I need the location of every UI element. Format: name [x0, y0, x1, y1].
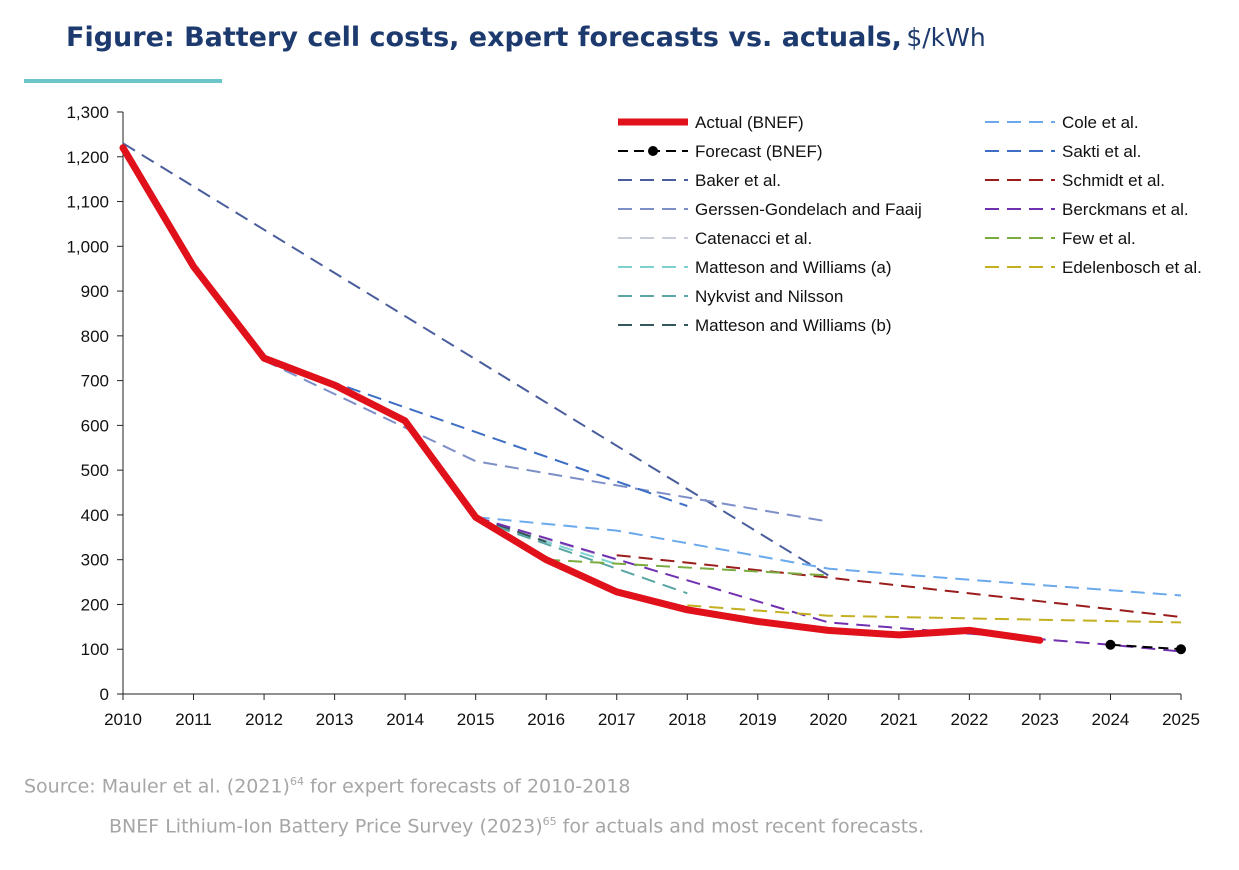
series-line-edelenbosch-et-al	[687, 604, 1182, 624]
source-note-1-text: Source: Mauler et al. (2021)	[24, 775, 290, 798]
x-tick-label: 2020	[809, 710, 847, 729]
legend-label-actual-bnef: Actual (BNEF)	[695, 113, 804, 132]
series-line-forecast-bnef	[1110, 643, 1182, 651]
x-tick-label: 2022	[950, 710, 988, 729]
y-tick-label: 700	[81, 372, 109, 391]
series-line-few-et-al	[546, 558, 829, 577]
y-tick-label: 900	[81, 282, 109, 301]
legend-label-schmidt-et-al: Schmidt et al.	[1062, 171, 1165, 190]
y-tick-label: 500	[81, 461, 109, 480]
y-tick-label: 1,000	[66, 237, 109, 256]
legend-label-sakti-et-al: Sakti et al.	[1062, 142, 1141, 161]
figure-title-unit: $/kWh	[906, 23, 986, 52]
figure-title-main: Figure: Battery cell costs, expert forec…	[66, 22, 902, 53]
x-tick-label: 2025	[1162, 710, 1200, 729]
y-tick-label: 300	[81, 551, 109, 570]
legend-label-matteson-and-williams-a: Matteson and Williams (a)	[695, 258, 892, 277]
legend-marker-forecast-bnef	[648, 146, 658, 156]
y-tick-label: 600	[81, 416, 109, 435]
source-note-2-tail: for actuals and most recent forecasts.	[556, 815, 925, 838]
x-tick-label: 2015	[457, 710, 495, 729]
source-note-1: Source: Mauler et al. (2021)64 for exper…	[24, 775, 631, 797]
series-line-gerssen-gondelach-and-faaij	[263, 359, 829, 523]
legend-label-edelenbosch-et-al: Edelenbosch et al.	[1062, 258, 1202, 277]
x-tick-label: 2024	[1092, 710, 1130, 729]
legend-label-nykvist-and-nilsson: Nykvist and Nilsson	[695, 287, 843, 306]
legend-label-few-et-al: Few et al.	[1062, 229, 1136, 248]
x-tick-label: 2010	[104, 710, 142, 729]
legend-label-baker-et-al: Baker et al.	[695, 171, 781, 190]
y-tick-label: 1,100	[66, 193, 109, 212]
x-tick-label: 2013	[316, 710, 354, 729]
source-note-2: BNEF Lithium-Ion Battery Price Survey (2…	[109, 815, 924, 837]
series-point-forecast-bnef	[1176, 644, 1186, 655]
legend-label-matteson-and-williams-b: Matteson and Williams (b)	[695, 316, 892, 335]
x-tick-label: 2021	[880, 710, 918, 729]
source-note-2-text: BNEF Lithium-Ion Battery Price Survey (2…	[109, 815, 543, 838]
series-point-forecast-bnef	[1105, 639, 1116, 650]
x-tick-label: 2014	[386, 710, 424, 729]
y-tick-label: 200	[81, 595, 109, 614]
series-line-actual-bnef	[119, 144, 1044, 644]
figure-title: Figure: Battery cell costs, expert forec…	[66, 22, 986, 53]
y-tick-label: 0	[100, 685, 109, 704]
legend-label-forecast-bnef: Forecast (BNEF)	[695, 142, 823, 161]
series-line-cole-et-al	[475, 516, 1182, 597]
legend-label-gerssen-gondelach-and-faaij: Gerssen-Gondelach and Faaij	[695, 200, 922, 219]
legend-label-cole-et-al: Cole et al.	[1062, 113, 1139, 132]
x-tick-label: 2023	[1021, 710, 1059, 729]
series-line-nykvist-and-nilsson	[475, 518, 688, 595]
source-note-2-ref: 65	[542, 815, 557, 828]
x-tick-label: 2012	[245, 710, 283, 729]
source-note-1-tail: for expert forecasts of 2010-2018	[303, 775, 631, 798]
y-tick-label: 100	[81, 640, 109, 659]
y-tick-label: 1,300	[66, 103, 109, 122]
x-tick-label: 2018	[668, 710, 706, 729]
x-tick-label: 2019	[739, 710, 777, 729]
x-tick-label: 2011	[175, 710, 212, 729]
source-note-1-ref: 64	[289, 775, 304, 788]
legend-label-catenacci-et-al: Catenacci et al.	[695, 229, 812, 248]
y-tick-label: 800	[81, 327, 109, 346]
title-accent-divider	[24, 79, 222, 83]
legend-label-berckmans-et-al: Berckmans et al.	[1062, 200, 1189, 219]
y-tick-label: 1,200	[66, 148, 109, 167]
series-line-baker-et-al	[122, 142, 829, 577]
y-tick-label: 400	[81, 506, 109, 525]
x-tick-label: 2017	[598, 710, 636, 729]
x-tick-label: 2016	[527, 710, 565, 729]
series-line-schmidt-et-al	[616, 554, 1182, 618]
